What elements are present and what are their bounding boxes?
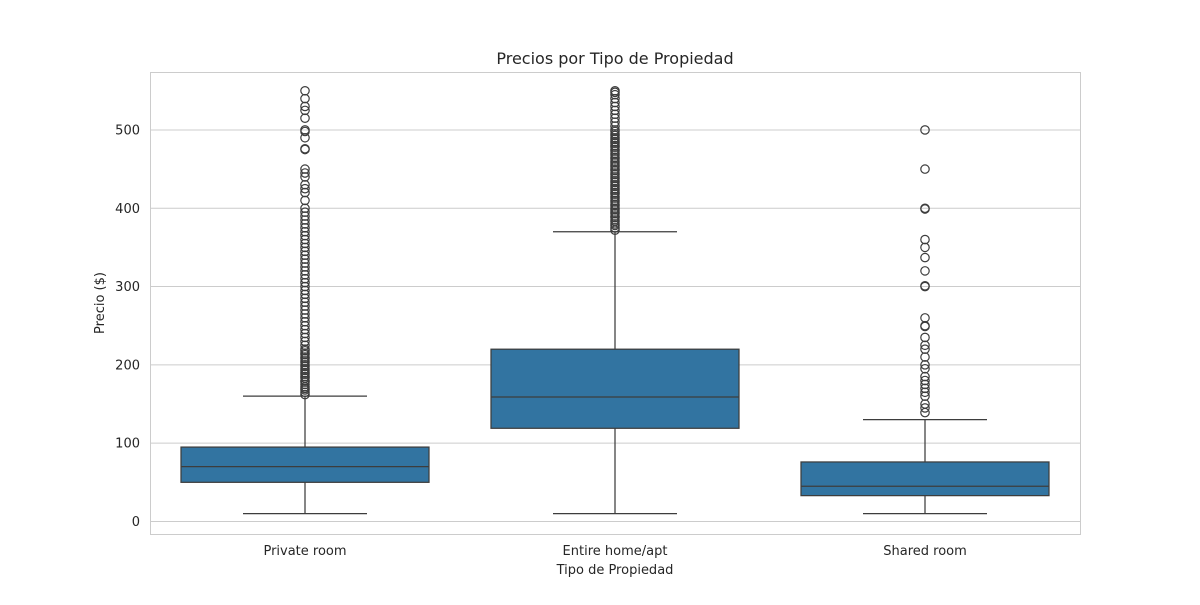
outlier-point (300, 85, 310, 96)
iqr-box (800, 461, 1050, 497)
box-group (180, 85, 430, 515)
x-tick-label: Entire home/apt (563, 544, 668, 559)
outlier-point (920, 375, 930, 386)
outlier-point (920, 125, 930, 135)
outlier-point (300, 93, 310, 104)
iqr-box (180, 446, 430, 483)
y-tick-label: 0 (132, 515, 140, 530)
outlier-point (300, 143, 310, 154)
chart-title: Precios por Tipo de Propiedad (496, 49, 733, 68)
x-axis-label: Tipo de Propiedad (556, 563, 674, 578)
outlier-point (300, 168, 310, 178)
outlier-point (300, 125, 310, 135)
box-group (800, 125, 1050, 515)
box-group (490, 85, 740, 515)
outlier-point (920, 332, 930, 343)
outlier-point (920, 313, 930, 323)
y-axis-label: Precio ($) (93, 272, 108, 334)
y-tick-label: 200 (115, 358, 140, 373)
y-tick-labels: 0 100 200 300 400 500 (115, 123, 140, 530)
y-tick-label: 100 (115, 437, 140, 452)
y-tick-label: 400 (115, 202, 140, 217)
outlier-point (300, 113, 310, 123)
iqr-box (490, 348, 740, 429)
outlier-point (920, 403, 930, 413)
outlier-point (300, 183, 310, 194)
outlier-point (920, 352, 930, 362)
outlier-point (920, 363, 930, 374)
x-tick-label: Shared room (883, 544, 967, 559)
outlier-point (300, 195, 310, 206)
y-tick-label: 300 (115, 280, 140, 295)
outlier-point (920, 203, 930, 214)
outlier-point (920, 252, 930, 263)
x-tick-label: Private room (263, 544, 346, 559)
outlier-point (300, 207, 310, 217)
outlier-point (920, 266, 930, 276)
outlier-point (300, 164, 310, 174)
outlier-point (920, 344, 930, 354)
outlier-point (920, 234, 930, 245)
outlier-point (610, 89, 620, 100)
box-layer (180, 85, 1050, 515)
y-tick-label: 500 (115, 123, 140, 138)
outlier-point (300, 105, 310, 116)
outlier-point (610, 85, 620, 96)
plot-frame (150, 72, 1081, 535)
outlier-point (920, 164, 930, 174)
outlier-point (920, 242, 930, 253)
outlier-point (920, 280, 930, 291)
x-tick-labels: Private room Entire home/apt Shared room (263, 544, 966, 559)
